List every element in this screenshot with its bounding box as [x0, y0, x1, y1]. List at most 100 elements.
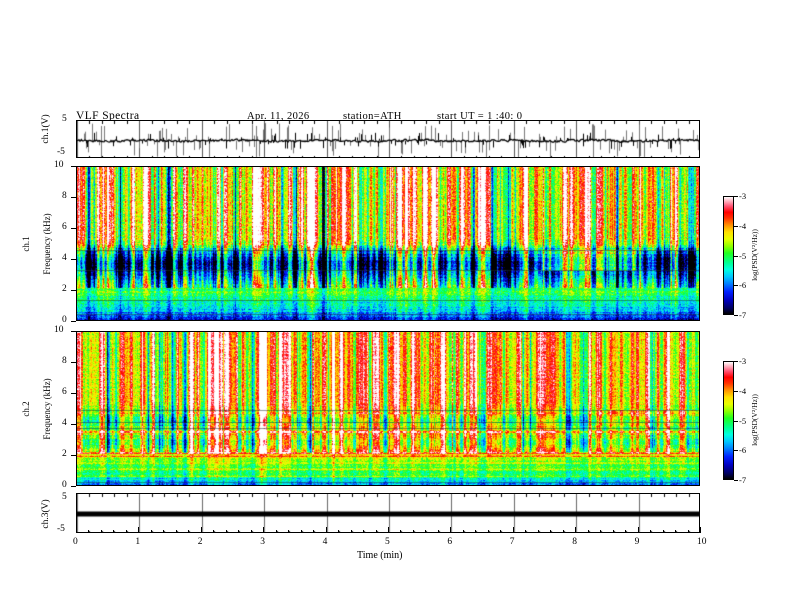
ch2-spec-ylabel-frequency: Frequency (kHz) [42, 378, 52, 440]
x-tick-mark [325, 527, 327, 533]
colorbar-tick-label: -6 [739, 445, 747, 456]
colorbar-tick-label: -7 [739, 475, 747, 485]
colorbar-tick-label: -7 [739, 310, 747, 320]
y-tick-mark [71, 362, 76, 363]
y-tick-mark [71, 321, 76, 322]
ch3-waveform-panel [76, 493, 700, 533]
y-tick-label: 8 [62, 191, 67, 201]
ch1-waveform-panel [76, 120, 700, 158]
x-minor-tick [587, 530, 589, 533]
ch2-spec-ylabel-channel: ch.2 [21, 401, 31, 417]
x-tick-label: 6 [447, 537, 453, 547]
x-tick-label: 8 [572, 537, 577, 547]
y-tick-label: 0 [62, 315, 67, 325]
colorbar-ch2 [723, 361, 734, 480]
colorbar-tick [734, 480, 738, 481]
ch3-wave-ylabel: ch.3(V) [41, 499, 51, 529]
x-tick-label: 0 [73, 537, 78, 547]
x-minor-tick [487, 530, 489, 533]
x-tick-mark [138, 527, 140, 533]
y-tick-label: 6 [62, 222, 67, 232]
ch2-spectrogram-panel [76, 331, 700, 486]
x-minor-tick [250, 530, 252, 533]
y-tick-mark [71, 455, 76, 456]
colorbar-tick-label: -5 [739, 250, 747, 261]
figure-station: station=ATH [343, 111, 402, 122]
x-tick-mark [450, 527, 452, 533]
x-minor-tick [163, 530, 165, 533]
colorbar-ch2-title: log(PSD(V²/Hz)) [750, 394, 759, 446]
colorbar-tick-label: -3 [739, 191, 747, 201]
x-tick-mark [637, 527, 639, 533]
x-minor-tick [288, 530, 290, 533]
colorbar-ch1-title: log(PSD(V²/Hz)) [750, 229, 759, 281]
y-tick-label: 8 [62, 356, 67, 366]
y-tick-label: 4 [62, 253, 67, 263]
x-minor-tick [188, 530, 190, 533]
y-tick-label: 10 [54, 325, 64, 335]
x-minor-tick [462, 530, 464, 533]
ch1-spec-ylabel-frequency: Frequency (kHz) [42, 213, 52, 275]
ch1-wave-ytick-m5: -5 [57, 147, 65, 157]
x-minor-tick [612, 530, 614, 533]
ch1-spectrogram-image [77, 167, 699, 320]
colorbar-ch1 [723, 196, 734, 315]
colorbar-tick [734, 420, 738, 422]
x-tick-mark [200, 527, 202, 533]
x-minor-tick [650, 530, 652, 533]
colorbar-tick [734, 361, 738, 362]
y-tick-label: 0 [62, 480, 67, 490]
x-tick-label: 2 [197, 537, 203, 547]
x-tick-mark [512, 527, 514, 533]
x-minor-tick [125, 530, 127, 533]
ch1-spec-ylabel-channel: ch.1 [21, 236, 31, 252]
colorbar-tick-label: -4 [739, 385, 747, 396]
x-tick-label: 4 [322, 537, 328, 547]
x-minor-tick [113, 530, 115, 533]
x-minor-tick [425, 530, 427, 533]
x-minor-tick [100, 530, 102, 533]
x-tick-mark [388, 527, 389, 533]
x-minor-tick [213, 530, 215, 533]
x-minor-tick [562, 530, 564, 533]
ch1-waveform-trace [77, 121, 699, 157]
x-minor-tick [537, 530, 539, 533]
x-tick-label: 7 [509, 537, 515, 547]
x-minor-tick [662, 530, 664, 533]
colorbar-tick [734, 196, 738, 197]
x-axis-label: Time (min) [357, 550, 403, 561]
ch1-wave-ytick-5: 5 [62, 114, 67, 124]
x-minor-tick [375, 530, 377, 533]
colorbar-tick [734, 285, 738, 287]
x-tick-label: 10 [697, 537, 707, 547]
ch2-spectrogram-image [77, 332, 699, 485]
colorbar-tick-label: -6 [739, 280, 747, 291]
x-minor-tick [88, 530, 90, 533]
colorbar-tick [734, 315, 738, 316]
figure-title: VLF Spectra [76, 110, 140, 122]
x-minor-tick [338, 530, 340, 533]
y-tick-mark [71, 290, 76, 291]
x-minor-tick [675, 530, 677, 533]
y-tick-label: 6 [62, 387, 67, 397]
ch3-waveform-trace [77, 494, 699, 532]
ch1-wave-ylabel: ch.1(V) [41, 114, 51, 144]
x-minor-tick [600, 530, 602, 533]
colorbar-tick [734, 390, 738, 392]
x-minor-tick [550, 530, 552, 533]
figure-start-ut: start UT = 1 :40: 0 [437, 111, 523, 122]
x-minor-tick [687, 530, 689, 533]
y-tick-label: 2 [62, 449, 67, 459]
x-tick-mark [575, 527, 577, 533]
x-minor-tick [150, 530, 152, 533]
x-minor-tick [363, 530, 365, 533]
x-minor-tick [225, 530, 227, 533]
x-minor-tick [412, 530, 414, 533]
x-minor-tick [175, 530, 177, 533]
x-minor-tick [475, 530, 477, 533]
x-minor-tick [625, 530, 627, 533]
y-tick-mark [71, 424, 76, 425]
colorbar-tick [734, 255, 738, 257]
ch1-spectrogram-panel [76, 166, 700, 321]
figure-date: Apr. 11, 2026 [247, 111, 310, 122]
